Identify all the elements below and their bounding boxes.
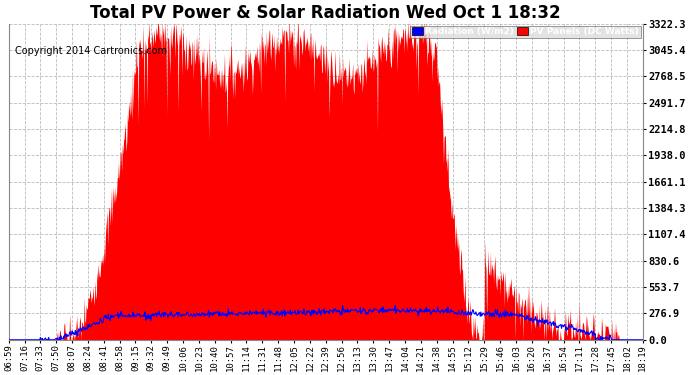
Legend: Radiation (W/m2), PV Panels (DC Watts): Radiation (W/m2), PV Panels (DC Watts) [410, 26, 641, 38]
Title: Total PV Power & Solar Radiation Wed Oct 1 18:32: Total PV Power & Solar Radiation Wed Oct… [90, 4, 561, 22]
Text: Copyright 2014 Cartronics.com: Copyright 2014 Cartronics.com [15, 46, 167, 56]
